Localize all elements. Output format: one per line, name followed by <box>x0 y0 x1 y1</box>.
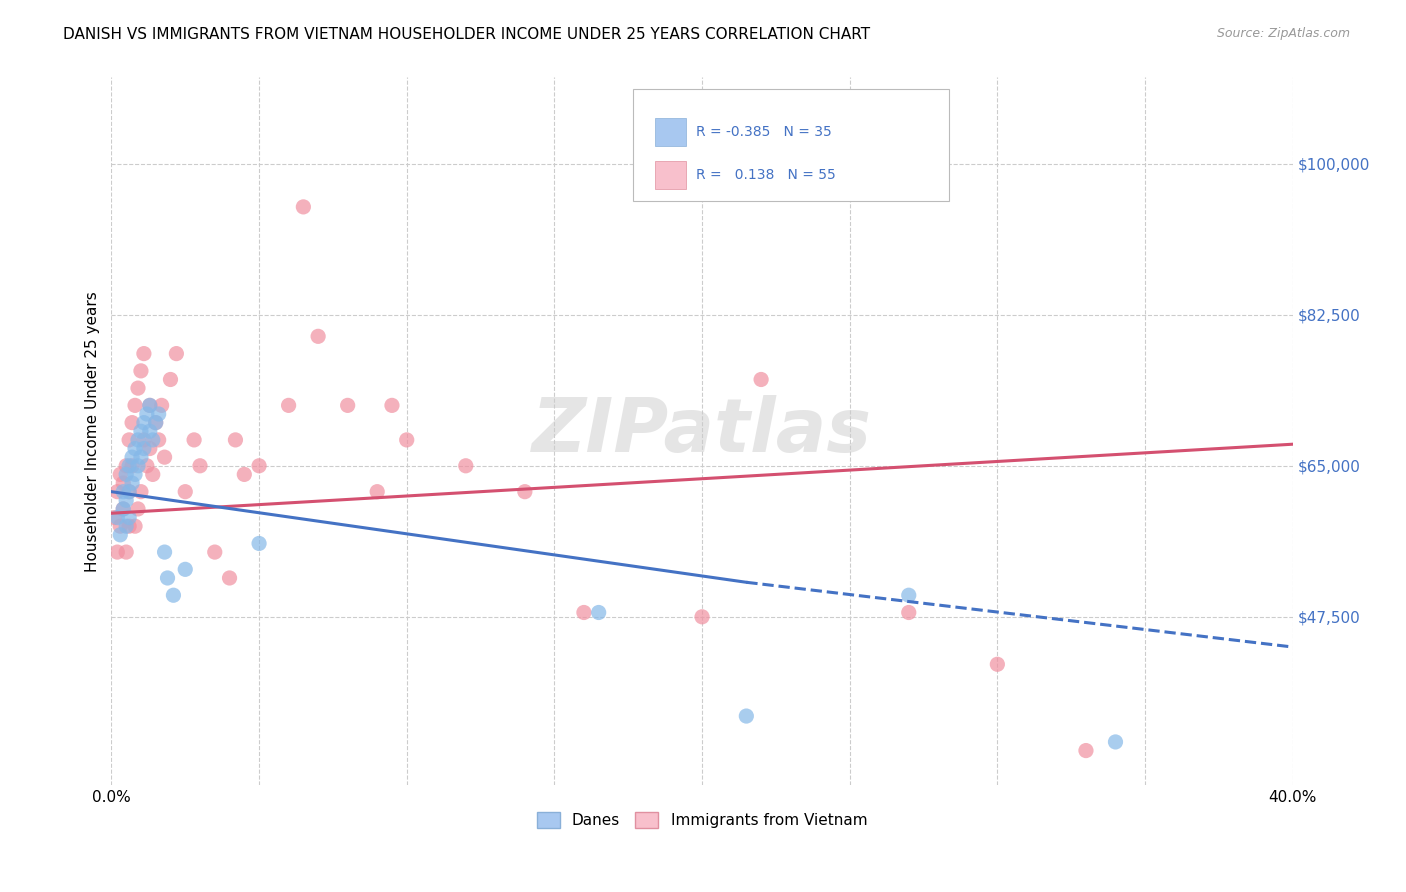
Point <box>690 609 713 624</box>
Point <box>124 398 146 412</box>
Point <box>129 484 152 499</box>
Point <box>118 519 141 533</box>
Point <box>1074 743 1097 757</box>
Point <box>145 416 167 430</box>
Point <box>153 545 176 559</box>
Point <box>115 545 138 559</box>
Point <box>129 424 152 438</box>
Point <box>454 458 477 473</box>
Point <box>112 476 135 491</box>
Point <box>110 467 132 482</box>
Point <box>124 519 146 533</box>
Point <box>115 493 138 508</box>
Point <box>105 545 128 559</box>
Point <box>135 458 157 473</box>
Point <box>336 398 359 412</box>
Point <box>115 467 138 482</box>
Point <box>124 467 146 482</box>
Point <box>307 329 329 343</box>
Point <box>247 458 270 473</box>
Point <box>897 588 920 602</box>
Point <box>105 510 128 524</box>
Point <box>118 484 141 499</box>
Point <box>292 200 315 214</box>
Point <box>132 346 155 360</box>
Point <box>139 398 162 412</box>
Point <box>115 458 138 473</box>
Point <box>103 510 125 524</box>
Point <box>188 458 211 473</box>
Point <box>127 381 149 395</box>
Point <box>132 433 155 447</box>
Point <box>132 442 155 456</box>
Point <box>381 398 404 412</box>
Point <box>224 433 246 447</box>
Point <box>129 450 152 465</box>
Text: R =   0.138   N = 55: R = 0.138 N = 55 <box>696 168 835 182</box>
Point <box>139 398 162 412</box>
Point <box>112 502 135 516</box>
Text: Source: ZipAtlas.com: Source: ZipAtlas.com <box>1216 27 1350 40</box>
Point <box>118 510 141 524</box>
Point <box>139 442 162 456</box>
Point <box>395 433 418 447</box>
Point <box>513 484 536 499</box>
Point <box>121 450 143 465</box>
Point <box>127 502 149 516</box>
Point <box>174 484 197 499</box>
Point <box>174 562 197 576</box>
Point <box>121 416 143 430</box>
Point <box>183 433 205 447</box>
Point <box>204 545 226 559</box>
Point <box>247 536 270 550</box>
Point <box>118 433 141 447</box>
Y-axis label: Householder Income Under 25 years: Householder Income Under 25 years <box>86 291 100 572</box>
Point <box>735 709 758 723</box>
Point <box>588 606 610 620</box>
Point <box>129 364 152 378</box>
Point <box>159 372 181 386</box>
Point <box>162 588 184 602</box>
Point <box>139 424 162 438</box>
Point <box>366 484 388 499</box>
Point <box>142 467 165 482</box>
Point <box>121 458 143 473</box>
Point <box>110 519 132 533</box>
Point <box>986 657 1008 672</box>
Point <box>110 528 132 542</box>
Point <box>127 433 149 447</box>
Point <box>153 450 176 465</box>
Point <box>112 502 135 516</box>
Point <box>105 484 128 499</box>
Text: ZIPatlas: ZIPatlas <box>531 395 872 467</box>
Point <box>749 372 772 386</box>
Point <box>118 484 141 499</box>
Point <box>115 519 138 533</box>
Point <box>127 458 149 473</box>
Point <box>150 398 173 412</box>
Point <box>148 407 170 421</box>
Text: R = -0.385   N = 35: R = -0.385 N = 35 <box>696 125 832 139</box>
Point <box>165 346 187 360</box>
Point <box>233 467 256 482</box>
Point <box>156 571 179 585</box>
Point <box>897 606 920 620</box>
Point <box>1104 735 1126 749</box>
Point <box>572 606 595 620</box>
Point <box>121 476 143 491</box>
Point <box>277 398 299 412</box>
Legend: Danes, Immigrants from Vietnam: Danes, Immigrants from Vietnam <box>530 805 873 834</box>
Point <box>124 442 146 456</box>
Point <box>135 407 157 421</box>
Point <box>132 416 155 430</box>
Point <box>145 416 167 430</box>
Point <box>112 484 135 499</box>
Point <box>118 458 141 473</box>
Point <box>148 433 170 447</box>
Point <box>142 433 165 447</box>
Text: DANISH VS IMMIGRANTS FROM VIETNAM HOUSEHOLDER INCOME UNDER 25 YEARS CORRELATION : DANISH VS IMMIGRANTS FROM VIETNAM HOUSEH… <box>63 27 870 42</box>
Point <box>218 571 240 585</box>
